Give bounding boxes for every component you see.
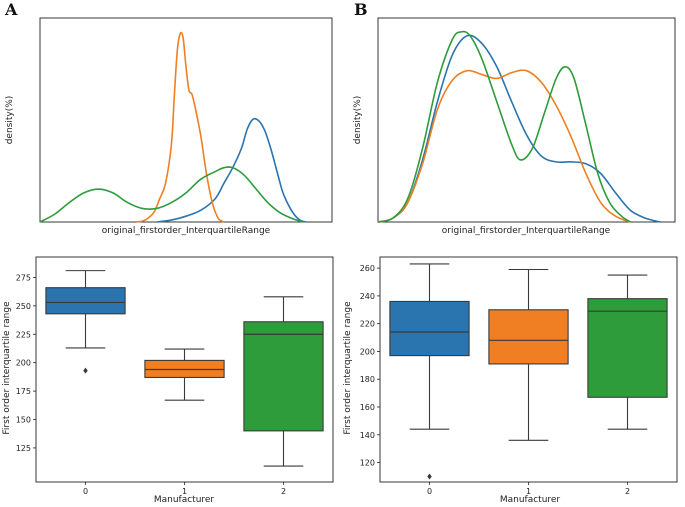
box-manufacturer-2 xyxy=(243,321,324,432)
y-tick-label: 275 xyxy=(16,273,31,282)
boxplot-a-xlabel: Manufacturer xyxy=(154,495,215,505)
density-b-ylabel: density(%) xyxy=(353,96,363,145)
outlier-point xyxy=(427,473,432,480)
density-chart-a: original_firstorder_InterquartileRange d… xyxy=(5,17,333,236)
y-tick-label: 125 xyxy=(16,444,31,453)
density-curve-manufacturer-1 xyxy=(136,31,225,223)
y-tick-label: 220 xyxy=(360,320,375,329)
density-b-xlabel: original_firstorder_InterquartileRange xyxy=(442,226,611,236)
boxplot-a-ylabel: First order interquartile range xyxy=(2,301,12,435)
box-manufacturer-2 xyxy=(587,298,668,398)
box-manufacturer-0 xyxy=(45,287,126,315)
y-tick-label: 200 xyxy=(360,347,375,356)
y-tick-label: 240 xyxy=(360,292,375,301)
x-tick-label: 0 xyxy=(83,487,88,496)
density-curve-manufacturer-1 xyxy=(377,69,631,223)
x-tick-label: 2 xyxy=(281,487,286,496)
density-curve-manufacturer-0 xyxy=(156,117,306,223)
density-a-frame xyxy=(39,17,333,223)
panel-letter-b: B xyxy=(354,0,368,19)
y-tick-label: 160 xyxy=(360,403,375,412)
density-a-ylabel: density(%) xyxy=(5,96,15,145)
x-tick-label: 1 xyxy=(182,487,187,496)
y-tick-label: 150 xyxy=(16,416,31,425)
boxplot-b-ylabel: First order interquartile range xyxy=(343,301,353,435)
x-tick-label: 0 xyxy=(427,487,432,496)
y-tick-label: 120 xyxy=(360,459,375,468)
y-tick-label: 175 xyxy=(16,387,31,396)
y-tick-label: 140 xyxy=(360,431,375,440)
outlier-point xyxy=(83,367,88,374)
box-manufacturer-1 xyxy=(488,309,569,365)
y-tick-label: 250 xyxy=(16,302,31,311)
density-chart-b: original_firstorder_InterquartileRange d… xyxy=(353,17,676,236)
density-curve-manufacturer-0 xyxy=(377,34,661,223)
y-tick-label: 200 xyxy=(16,359,31,368)
box-manufacturer-0 xyxy=(389,300,470,357)
y-tick-label: 260 xyxy=(360,264,375,273)
density-curve-manufacturer-2 xyxy=(377,30,631,223)
boxplot-chart-b: 120 140 160 180 200 220 240 260 0 1 2 Manufacturer… xyxy=(343,256,678,505)
x-tick-label: 1 xyxy=(526,487,531,496)
density-b-frame xyxy=(377,17,676,223)
y-tick-label: 225 xyxy=(16,330,31,339)
density-curve-manufacturer-2 xyxy=(39,166,304,223)
x-tick-label: 2 xyxy=(625,487,630,496)
y-tick-label: 180 xyxy=(360,375,375,384)
panel-letter-a: A xyxy=(4,0,18,19)
boxplot-chart-a: 125 150 175 200 225 250 275 0 1 2 Manufacturer Fi… xyxy=(2,256,334,505)
boxplot-b-xlabel: Manufacturer xyxy=(500,495,561,505)
density-a-xlabel: original_firstorder_InterquartileRange xyxy=(102,226,271,236)
